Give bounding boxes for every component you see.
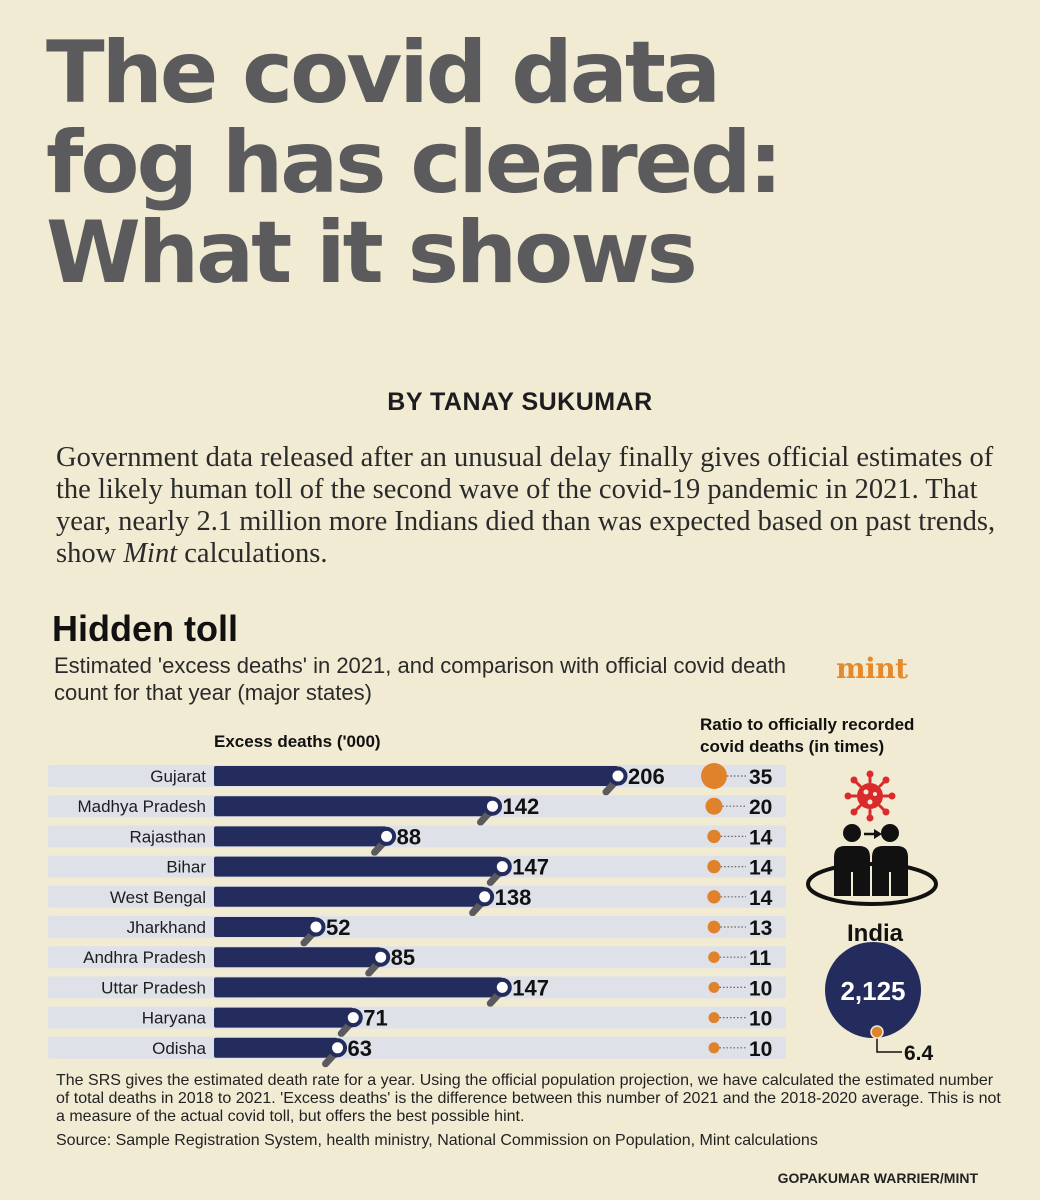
india-bubble-circle — [825, 942, 921, 1038]
excess-value-label: 52 — [326, 915, 350, 940]
ratio-dot — [707, 829, 721, 844]
ratio-dot — [707, 890, 721, 904]
person-to-person-transmission-icon — [806, 824, 938, 906]
excess-bar — [214, 766, 618, 786]
ratio-value-label: 11 — [749, 947, 772, 970]
chart-subtitle: Estimated 'excess deaths' in 2021, and c… — [54, 653, 786, 705]
ratio-value-label: 10 — [749, 1038, 772, 1061]
excess-value-label: 88 — [397, 824, 421, 849]
ratio-value-label: 14 — [749, 826, 773, 849]
bar-end-marker — [377, 826, 397, 846]
ratio-dot — [708, 981, 720, 993]
excess-bar — [214, 826, 387, 847]
ratio-dot — [707, 920, 721, 934]
excess-bar — [214, 917, 316, 937]
state-label: Rajasthan — [129, 827, 206, 846]
intro-paragraph: Government data released after an unusua… — [56, 442, 996, 570]
state-label: Jharkhand — [127, 918, 206, 937]
india-excess-value: 2,125 — [840, 976, 905, 1006]
india-ratio-value: 6.4 — [904, 1042, 934, 1065]
ratio-dot — [707, 859, 721, 874]
bar-end-marker — [475, 887, 495, 907]
excess-value-label: 138 — [495, 885, 532, 910]
virus-icon — [844, 770, 896, 822]
ratio-value-label: 10 — [749, 977, 772, 1000]
headline-line-1: The covid data — [46, 23, 721, 123]
bar-end-marker — [371, 947, 391, 967]
excess-value-label: 63 — [348, 1036, 372, 1061]
ratio-value-label: 14 — [749, 887, 773, 910]
source-note: Source: Sample Registration System, heal… — [56, 1132, 818, 1149]
ratio-dot — [708, 951, 720, 963]
ratio-value-label: 13 — [749, 917, 772, 940]
bar-end-marker — [492, 857, 512, 877]
headline: The covid data fog has cleared: What it … — [46, 28, 1006, 298]
intro-text: Government data released after an unusua… — [56, 442, 996, 569]
chart-rows: Gujarat 206 35 Madhya Pradesh 142 20 Rajasthan… — [48, 763, 786, 1068]
chart-title: Hidden toll — [52, 608, 238, 649]
excess-bar — [214, 1037, 338, 1058]
state-label: West Bengal — [110, 888, 206, 907]
excess-bar — [214, 856, 503, 877]
methodology-note: The SRS gives the estimated death rate f… — [56, 1072, 1001, 1125]
excess-value-label: 142 — [502, 794, 539, 819]
india-label: India — [846, 920, 903, 947]
state-label: Uttar Pradesh — [101, 978, 206, 997]
excess-bar — [214, 977, 503, 998]
excess-bar — [214, 886, 485, 907]
ratio-dot — [705, 797, 723, 815]
state-label: Madhya Pradesh — [77, 797, 206, 816]
india-ratio-dot — [870, 1025, 884, 1039]
ratio-value-label: 20 — [749, 796, 772, 819]
excess-value-label: 147 — [512, 975, 549, 1000]
intro-emphasis: Mint — [123, 538, 178, 569]
ratio-value-label: 35 — [749, 766, 773, 789]
ratio-dot — [708, 1012, 720, 1024]
headline-line-2: fog has cleared: — [46, 113, 783, 213]
excess-value-label: 147 — [512, 855, 549, 880]
headline-line-3: What it shows — [46, 203, 698, 303]
state-label: Haryana — [142, 1009, 207, 1028]
state-label: Odisha — [152, 1039, 206, 1058]
state-label: Bihar — [166, 858, 206, 877]
bar-end-marker — [608, 766, 628, 786]
excess-value-label: 206 — [628, 764, 665, 789]
bar-end-marker — [482, 796, 502, 816]
ratio-dot — [701, 763, 727, 789]
excess-value-label: 71 — [363, 1006, 387, 1031]
bar-end-marker — [492, 977, 512, 997]
india-bubble: 2,125 6.4 — [825, 942, 934, 1065]
state-label: Andhra Pradesh — [83, 948, 206, 967]
bar-end-marker — [343, 1008, 363, 1028]
chart-notes: The SRS gives the estimated death rate f… — [56, 1072, 1006, 1150]
mint-logo: mint — [836, 652, 908, 685]
excess-axis-label: Excess deaths ('000) — [214, 732, 381, 751]
bar-end-marker — [306, 917, 326, 937]
bar-end-marker — [328, 1038, 348, 1058]
ratio-value-label: 14 — [749, 857, 773, 880]
ratio-dot — [708, 1042, 720, 1054]
excess-bar — [214, 1007, 354, 1028]
excess-bar — [214, 796, 493, 817]
state-label: Gujarat — [150, 767, 206, 786]
excess-value-label: 85 — [391, 945, 415, 970]
excess-bar — [214, 947, 381, 968]
byline: BY TANAY SUKUMAR — [387, 388, 653, 416]
intro-text-end: calculations. — [177, 538, 328, 569]
ratio-axis-label: Ratio to officially recorded covid death… — [700, 715, 915, 756]
graphic-credit: GOPAKUMAR WARRIER/MINT — [777, 1170, 978, 1186]
ratio-value-label: 10 — [749, 1008, 772, 1031]
